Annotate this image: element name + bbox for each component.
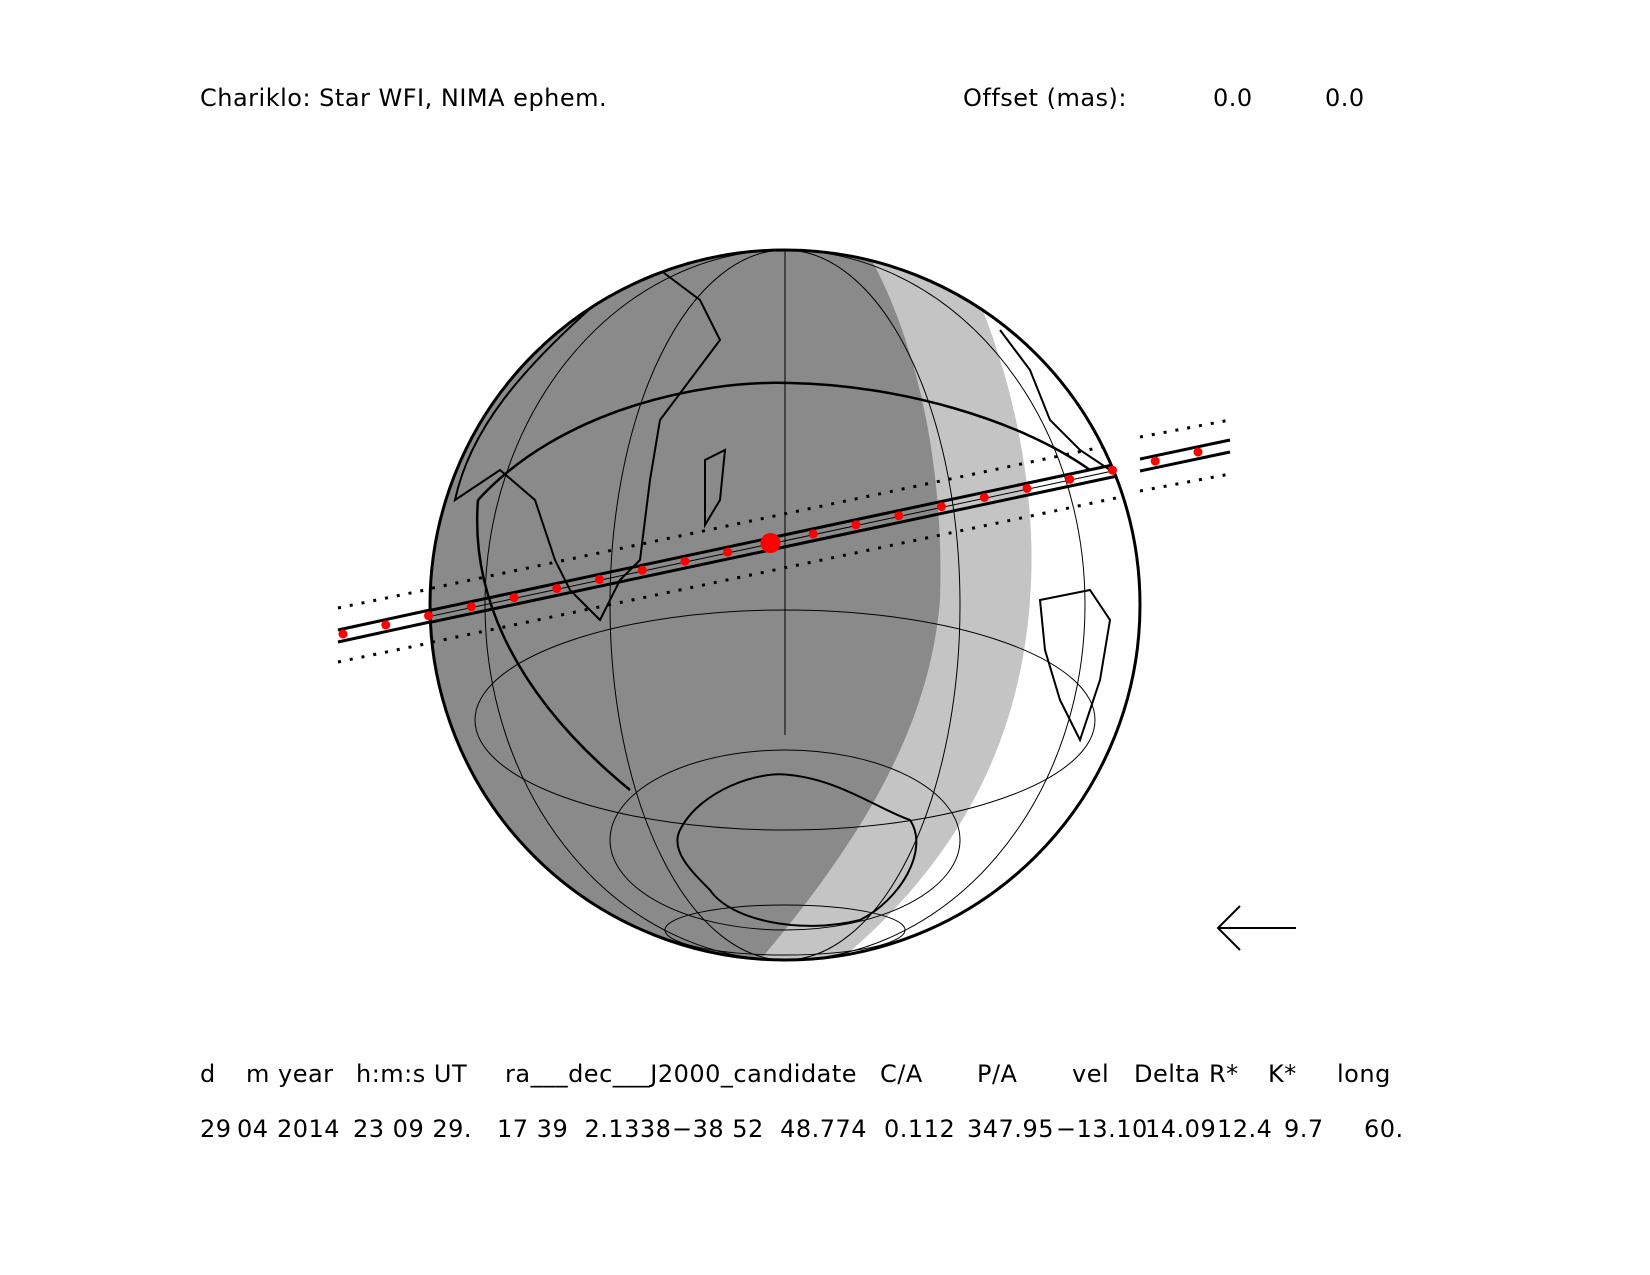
path-time-point (808, 529, 818, 539)
val-year: 2014 (277, 1115, 341, 1143)
col-rstar: R* (1209, 1060, 1239, 1088)
val-vel: −13.10 (1056, 1115, 1148, 1143)
path-time-point (1150, 456, 1160, 466)
path-limit-north (430, 438, 1140, 632)
val-delta: 14.09 (1145, 1115, 1217, 1143)
path-time-point (509, 593, 519, 603)
val-d: 29 (200, 1115, 232, 1143)
path-time-point (1022, 483, 1032, 493)
val-kstar: 9.7 (1284, 1115, 1324, 1143)
globe-limb (428, 248, 1142, 962)
meridian-line (475, 499, 631, 791)
path-limit-south (430, 450, 1140, 644)
path-time-point (338, 629, 348, 639)
col-d: d (200, 1060, 216, 1088)
path-time-point (1065, 474, 1075, 484)
col-radec: ra___dec___J2000_candidate (505, 1060, 858, 1088)
val-long: 60. (1364, 1115, 1404, 1143)
path-time-point (466, 602, 476, 612)
path-time-point (937, 502, 946, 512)
equator (477, 381, 1091, 501)
col-delta: Delta (1134, 1060, 1201, 1088)
val-pa: 347.95 (967, 1115, 1054, 1143)
closest-approach-point (760, 533, 781, 553)
col-m-year: m year (246, 1060, 334, 1088)
left-arrow-icon (1216, 905, 1296, 951)
globe (337, 248, 1231, 962)
offset-ra: 0.0 (1213, 84, 1253, 112)
offset-label: Offset (mas): (963, 84, 1127, 112)
shadow-path (430, 418, 1140, 664)
path-time-point (851, 520, 861, 530)
plot-title: Chariklo: Star WFI, NIMA ephem. (200, 84, 608, 112)
path-time-point (1193, 447, 1203, 457)
path-time-point (894, 511, 904, 521)
path-time-point (680, 556, 690, 566)
path-time-point (424, 611, 433, 621)
path-time-point (979, 493, 989, 502)
col-kstar: K* (1268, 1060, 1297, 1088)
path-time-point (637, 565, 647, 575)
path-time-point (552, 584, 562, 593)
val-time: 23 09 29. (353, 1115, 473, 1143)
path-time-point (723, 547, 733, 557)
col-long: long (1337, 1060, 1391, 1088)
val-m: 04 (237, 1115, 269, 1143)
val-ra: 17 39 2.1338 (497, 1115, 672, 1143)
path-time-point (381, 620, 391, 630)
val-rstar: 12.4 (1217, 1115, 1273, 1143)
offset-dec: 0.0 (1325, 84, 1365, 112)
path-time-point (595, 574, 604, 584)
val-dec: −38 52 48.774 (672, 1115, 868, 1143)
col-vel: vel (1072, 1060, 1110, 1088)
col-ca: C/A (880, 1060, 923, 1088)
path-time-points (338, 447, 1203, 639)
path-centerline (430, 445, 1140, 637)
col-pa: P/A (977, 1060, 1018, 1088)
col-time: h:m:s UT (356, 1060, 468, 1088)
val-ca: 0.112 (884, 1115, 956, 1143)
night-region (430, 250, 941, 960)
path-time-point (1108, 465, 1117, 475)
